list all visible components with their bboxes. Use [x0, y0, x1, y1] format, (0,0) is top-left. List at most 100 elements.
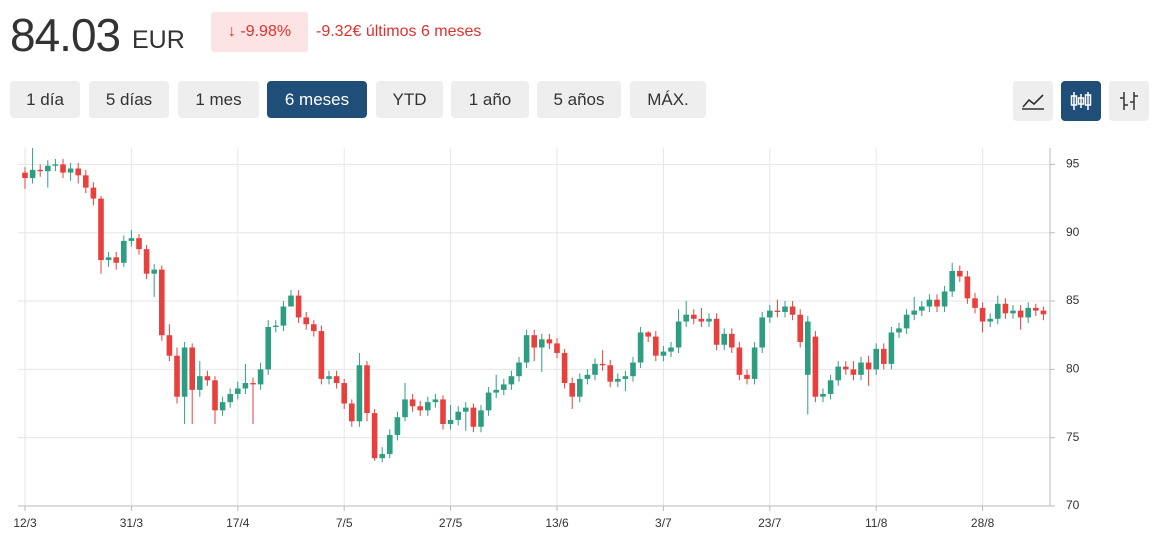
candle-body [645, 332, 651, 337]
candle-body [584, 374, 591, 379]
candle-body [204, 376, 211, 381]
candle-body [105, 257, 112, 261]
candle-body [463, 407, 469, 412]
candle-body [37, 169, 43, 172]
candle-body [311, 324, 317, 332]
candle-body [698, 318, 705, 322]
candle-body [797, 314, 803, 343]
candle-body [432, 399, 439, 403]
range-button[interactable]: 1 mes [178, 81, 259, 118]
candle-body [1002, 303, 1009, 314]
candle-body [265, 327, 271, 370]
candle-body [873, 348, 879, 370]
bar-chart-button[interactable] [1109, 81, 1149, 121]
range-button[interactable]: 1 año [451, 81, 529, 118]
change-arrow: ↓ [227, 23, 236, 40]
candle-body [136, 238, 142, 250]
candle-body [447, 419, 454, 425]
candle-body [888, 332, 895, 364]
candle-body [356, 365, 363, 422]
line-chart-button[interactable] [1013, 81, 1053, 121]
candle-body [637, 332, 644, 363]
candle-body [835, 366, 841, 381]
candle-body [919, 306, 925, 311]
x-tick-label: 28/8 [971, 516, 995, 530]
candle-body [371, 413, 378, 459]
y-tick-label: 70 [1066, 498, 1080, 512]
candle-body [767, 310, 773, 318]
candle-body [166, 335, 173, 356]
candle-body [691, 314, 697, 319]
candle-body [425, 402, 431, 411]
candle-body [333, 376, 340, 384]
candle-body [934, 299, 940, 307]
line-icon [1022, 94, 1044, 110]
candle-body [561, 352, 568, 384]
y-tick-label: 75 [1066, 430, 1080, 444]
candle-body [98, 198, 104, 261]
candle-body [508, 376, 515, 385]
candle-body [470, 407, 477, 427]
range-button[interactable]: YTD [376, 81, 443, 118]
candle-body [782, 306, 788, 312]
candle-body [219, 402, 226, 411]
range-button[interactable]: MÁX. [630, 81, 706, 118]
candle-body [379, 454, 385, 459]
candle-body [539, 339, 545, 348]
range-button[interactable]: 1 día [10, 81, 80, 118]
candle-body [554, 343, 560, 353]
candle-body [759, 317, 765, 348]
candle-body [789, 306, 796, 315]
candle-body [660, 351, 667, 356]
candle-body [972, 298, 978, 308]
candle-body [493, 389, 499, 393]
candle-body [805, 321, 811, 375]
candle-body [736, 347, 743, 375]
candle-body [455, 411, 461, 420]
candle-body [303, 317, 309, 325]
candle-body [29, 169, 36, 179]
candle-body [60, 164, 66, 173]
candle-body [607, 365, 613, 382]
candle-body [523, 335, 530, 363]
candle-chart-button[interactable] [1061, 81, 1101, 121]
candle-body [911, 310, 917, 315]
candle-body [926, 299, 933, 307]
x-tick-label: 27/5 [439, 516, 463, 530]
candle-body [577, 378, 583, 397]
candle-body [949, 270, 955, 292]
candle-body [501, 384, 507, 390]
candle-body [675, 321, 682, 348]
candle-body [485, 392, 492, 411]
candle-body [212, 380, 218, 411]
range-button[interactable]: 5 años [537, 81, 621, 118]
candle-body [630, 362, 636, 377]
candle-body [903, 314, 910, 329]
candle-body [987, 318, 993, 322]
y-tick-label: 80 [1066, 362, 1080, 376]
candle-body [159, 269, 165, 336]
y-tick-label: 85 [1066, 293, 1080, 307]
range-button[interactable]: 5 días [89, 81, 169, 118]
candle-body [843, 366, 849, 370]
candle-body [409, 399, 416, 407]
candle-body [280, 306, 287, 326]
candle-body [242, 383, 249, 389]
x-tick-label: 12/3 [13, 516, 37, 530]
candle-body [1017, 310, 1024, 318]
x-tick-label: 11/8 [865, 516, 888, 530]
candle-body [45, 165, 51, 172]
change-percent: -9.98% [240, 23, 292, 40]
candle-body [979, 307, 986, 322]
candle-body [896, 328, 902, 333]
candle-body [349, 403, 355, 422]
candle-body [250, 383, 256, 385]
candle-body [995, 303, 1001, 319]
candle-body [599, 363, 606, 366]
candle-body [592, 363, 598, 375]
candle-body [326, 376, 332, 379]
candle-body [941, 291, 948, 307]
x-tick-label: 31/3 [120, 516, 144, 530]
range-button[interactable]: 6 meses [267, 81, 367, 118]
x-tick-label: 13/6 [545, 516, 569, 530]
